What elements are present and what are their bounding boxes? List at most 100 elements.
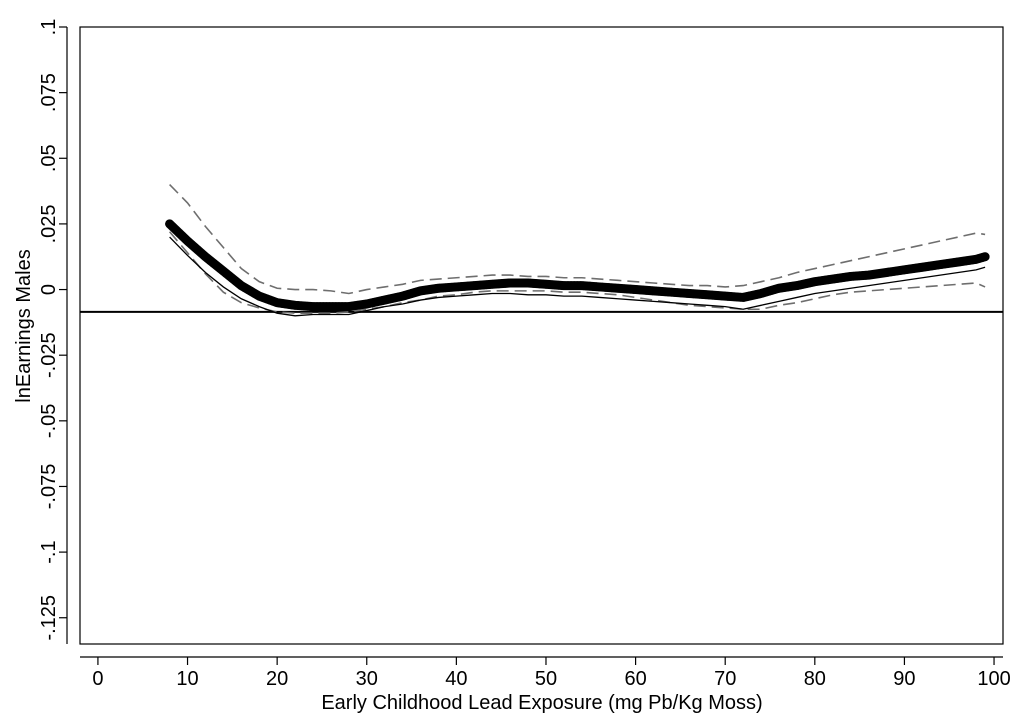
series-layer xyxy=(165,183,990,317)
estimate-marker xyxy=(453,282,463,292)
estimate-marker xyxy=(949,258,959,268)
estimate-marker xyxy=(478,280,488,290)
estimate-marker xyxy=(902,265,912,274)
y-tick-label: -.075 xyxy=(38,464,60,510)
estimate-marker xyxy=(579,281,589,291)
estimate-marker xyxy=(695,289,705,299)
estimate-marker xyxy=(933,260,943,270)
estimate-marker xyxy=(274,298,284,308)
estimate-marker xyxy=(594,282,604,292)
estimate-marker xyxy=(717,291,727,301)
estimate-marker xyxy=(676,288,686,298)
estimate-marker xyxy=(654,286,664,296)
x-tick-label: 10 xyxy=(176,668,198,690)
estimate-marker xyxy=(610,283,620,293)
estimate-marker xyxy=(340,302,350,312)
estimate-marker xyxy=(293,301,303,310)
estimate-marker xyxy=(657,287,667,296)
estimate-marker xyxy=(864,270,874,280)
estimate-marker xyxy=(883,267,893,277)
estimate-marker xyxy=(281,299,291,309)
estimate-marker xyxy=(535,279,545,289)
estimate-marker xyxy=(839,273,849,282)
estimate-marker xyxy=(648,286,658,296)
estimate-marker xyxy=(331,302,341,312)
estimate-marker xyxy=(315,302,325,312)
estimate-marker xyxy=(845,272,855,281)
estimate-marker xyxy=(485,280,494,289)
estimate-marker xyxy=(300,301,309,311)
y-tick-label: -.1 xyxy=(38,540,60,563)
y-tick-label: 0 xyxy=(38,284,60,295)
estimate-marker xyxy=(899,265,908,275)
estimate-marker xyxy=(616,284,626,293)
x-tick-label: 50 xyxy=(535,668,557,690)
estimate-marker xyxy=(958,256,968,266)
estimate-marker xyxy=(629,285,639,294)
estimate-marker xyxy=(905,264,915,274)
estimate-marker xyxy=(682,288,692,298)
estimate-marker xyxy=(450,282,460,292)
estimate-marker xyxy=(438,283,447,293)
estimate-marker xyxy=(955,257,965,267)
estimate-marker xyxy=(707,290,717,300)
estimate-marker xyxy=(980,252,990,262)
y-tick-label: .05 xyxy=(38,144,60,172)
estimate-marker xyxy=(337,302,347,312)
estimate-marker xyxy=(779,283,789,292)
estimate-marker xyxy=(278,299,287,308)
estimate-marker xyxy=(544,280,554,289)
estimate-marker xyxy=(557,281,567,290)
estimate-marker xyxy=(645,286,654,295)
estimate-marker xyxy=(503,278,513,288)
estimate-marker xyxy=(550,280,560,290)
estimate-marker xyxy=(425,285,435,294)
estimate-marker xyxy=(522,278,532,288)
estimate-marker xyxy=(428,284,438,294)
estimate-marker xyxy=(513,278,523,288)
estimate-marker xyxy=(892,266,902,276)
x-tick-label: 90 xyxy=(893,668,915,690)
estimate-marker xyxy=(569,281,579,291)
estimate-marker xyxy=(441,283,451,293)
estimate-marker xyxy=(456,282,466,291)
estimate-marker xyxy=(736,292,745,302)
estimate-marker xyxy=(541,279,551,289)
estimate-marker xyxy=(431,284,441,293)
estimate-marker xyxy=(946,258,955,268)
estimate-marker xyxy=(532,279,541,289)
estimate-marker xyxy=(416,286,425,296)
y-tick-label: -.05 xyxy=(38,404,60,438)
estimate-marker xyxy=(861,270,871,280)
estimate-marker xyxy=(638,285,648,295)
estimate-marker xyxy=(619,284,629,294)
estimate-marker xyxy=(334,302,344,312)
estimate-marker xyxy=(466,281,476,291)
estimate-marker xyxy=(811,277,821,286)
estimate-marker xyxy=(836,273,846,283)
estimate-marker xyxy=(582,281,592,291)
estimate-marker xyxy=(704,290,714,300)
estimate-marker xyxy=(924,261,934,271)
estimate-marker xyxy=(601,282,610,292)
estimate-marker xyxy=(554,280,563,290)
estimate-marker xyxy=(635,285,645,295)
estimate-marker xyxy=(641,285,651,295)
estimate-marker xyxy=(936,260,946,269)
estimate-marker xyxy=(469,281,479,291)
estimate-marker xyxy=(519,278,529,288)
y-tick-label: -.125 xyxy=(38,595,60,641)
estimate-marker xyxy=(820,275,830,285)
estimate-marker xyxy=(858,271,868,280)
estimate-marker xyxy=(817,276,827,286)
estimate-marker xyxy=(576,281,585,291)
estimate-marker xyxy=(475,280,485,290)
estimate-marker xyxy=(908,264,918,274)
y-tick-label: .025 xyxy=(38,204,60,243)
estimate-marker xyxy=(660,287,670,297)
estimate-marker xyxy=(729,292,739,302)
estimate-marker xyxy=(852,271,861,281)
estimate-marker xyxy=(350,301,360,311)
estimate-marker xyxy=(328,302,338,312)
